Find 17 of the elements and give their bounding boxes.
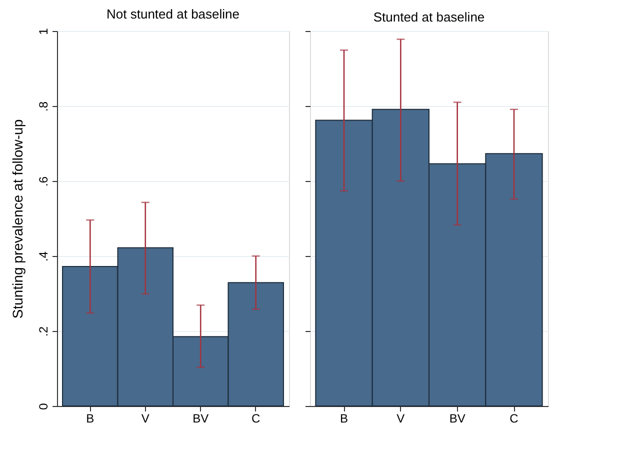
x-tick-label: C <box>510 412 519 426</box>
y-tick-label: 0 <box>36 402 50 410</box>
x-tick-label: BV <box>192 412 209 426</box>
x-tick-label: V <box>396 412 405 426</box>
y-tick-label: .6 <box>36 176 50 187</box>
x-tick-label: V <box>141 412 150 426</box>
y-axis-title: Stunting prevalence at follow-up <box>10 119 26 319</box>
chart-title: Stunted at baseline <box>373 10 485 24</box>
y-tick-label: .2 <box>36 326 50 337</box>
y-tick-label: .8 <box>36 101 50 112</box>
y-tick-label: 1 <box>36 28 50 35</box>
x-tick-label: BV <box>449 412 466 426</box>
x-tick-label: B <box>340 412 348 426</box>
y-tick-label: .4 <box>36 251 50 262</box>
chart-title: Not stunted at baseline <box>106 6 240 22</box>
x-tick-label: B <box>86 412 94 426</box>
x-tick-label: C <box>252 412 261 426</box>
